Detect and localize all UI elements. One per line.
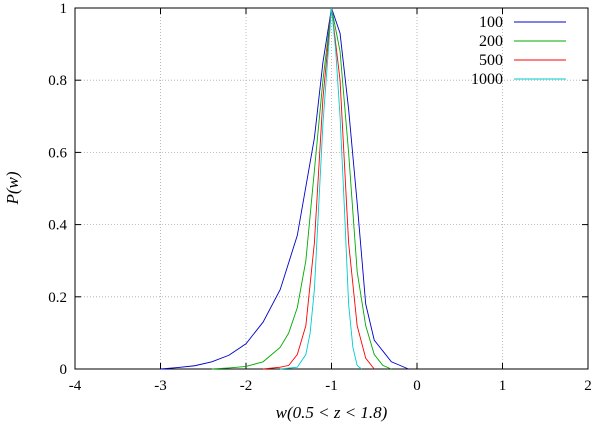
x-tick-label: -3 bbox=[154, 378, 167, 394]
legend-label-1000: 1000 bbox=[471, 71, 503, 88]
y-tick-label: 0.8 bbox=[48, 73, 67, 89]
ticks: -4 -3 -2 -1 0 1 2 0 0.2 0.4 0.6 0.8 1 bbox=[48, 1, 592, 394]
y-tick-label: 0.4 bbox=[48, 218, 67, 234]
x-axis-label: w(0.5 < z < 1.8) bbox=[276, 403, 388, 422]
legend-label-200: 200 bbox=[479, 33, 503, 50]
legend-label-500: 500 bbox=[479, 52, 503, 69]
x-tick-label: 2 bbox=[584, 378, 592, 394]
y-tick-label: 0 bbox=[60, 362, 68, 378]
y-tick-label: 0.2 bbox=[48, 290, 67, 306]
x-tick-label: 0 bbox=[413, 378, 421, 394]
x-tick-label: -1 bbox=[325, 378, 338, 394]
legend: 100 200 500 1000 bbox=[471, 14, 566, 88]
x-tick-label: 1 bbox=[499, 378, 507, 394]
y-tick-label: 0.6 bbox=[48, 145, 67, 161]
series bbox=[160, 7, 409, 370]
x-tick-label: -2 bbox=[240, 378, 253, 394]
legend-label-100: 100 bbox=[479, 14, 503, 31]
series-line-500 bbox=[263, 7, 375, 370]
grid bbox=[75, 8, 588, 369]
y-tick-label: 1 bbox=[60, 1, 68, 17]
series-line-200 bbox=[211, 7, 392, 370]
x-tick-label: -4 bbox=[69, 378, 82, 394]
series-line-100 bbox=[160, 7, 409, 370]
y-axis-label: P(w) bbox=[3, 171, 22, 205]
series-line-1000 bbox=[280, 7, 362, 370]
